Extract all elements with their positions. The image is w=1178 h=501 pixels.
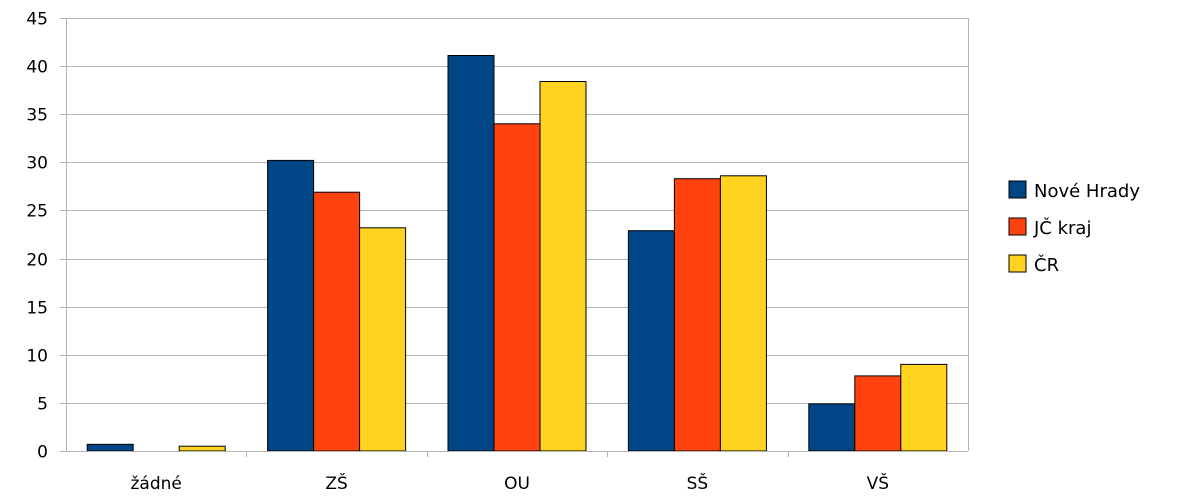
y-tick-label: 40 [26, 58, 48, 78]
bar-nové-hrady-1 [267, 159, 315, 452]
x-tick-label: SŠ [687, 472, 709, 494]
x-tick-label: ZŠ [325, 472, 347, 494]
x-tick-label: OU [504, 474, 530, 494]
y-tick-label: 15 [26, 299, 48, 319]
legend-label: Nové Hrady [1034, 181, 1140, 202]
bars [86, 55, 948, 452]
y-tick-label: 5 [37, 395, 48, 415]
bar-čr-0 [178, 445, 226, 452]
bar-čr-2 [539, 81, 587, 452]
bar-nové-hrady-0 [86, 443, 134, 452]
bar-jč-kraj-4 [854, 375, 902, 452]
y-tick-label: 30 [26, 154, 48, 174]
bar-čr-1 [359, 227, 407, 452]
bar-čr-3 [719, 175, 767, 452]
legend-label: JČ kraj [1033, 217, 1091, 239]
bar-čr-4 [900, 363, 948, 452]
y-tick-label: 10 [26, 347, 48, 367]
y-tick-label: 25 [26, 202, 48, 222]
y-tick-label: 45 [26, 10, 48, 30]
legend-swatch [1008, 217, 1027, 236]
legend: Nové Hrady JČ kraj ČR [1008, 180, 1140, 276]
bar-nové-hrady-4 [808, 403, 856, 452]
x-tick-label: žádné [131, 474, 182, 494]
legend-label: ČR [1034, 254, 1059, 276]
legend-swatch [1008, 254, 1027, 273]
bar-jč-kraj-2 [493, 123, 541, 452]
x-tick-label: VŠ [867, 472, 889, 494]
bar-jč-kraj-3 [673, 178, 721, 452]
legend-swatch [1008, 180, 1027, 199]
bar-jč-kraj-1 [313, 191, 361, 452]
y-tick-label: 35 [26, 106, 48, 126]
bar-nové-hrady-3 [627, 230, 675, 452]
y-tick-label: 20 [26, 251, 48, 271]
y-tick-label: 0 [37, 443, 48, 463]
bar-nové-hrady-2 [447, 55, 495, 452]
axes: 0 5 10 15 20 25 30 35 40 45 žádné ZŠ OU SŠ VŠ [26, 10, 969, 494]
